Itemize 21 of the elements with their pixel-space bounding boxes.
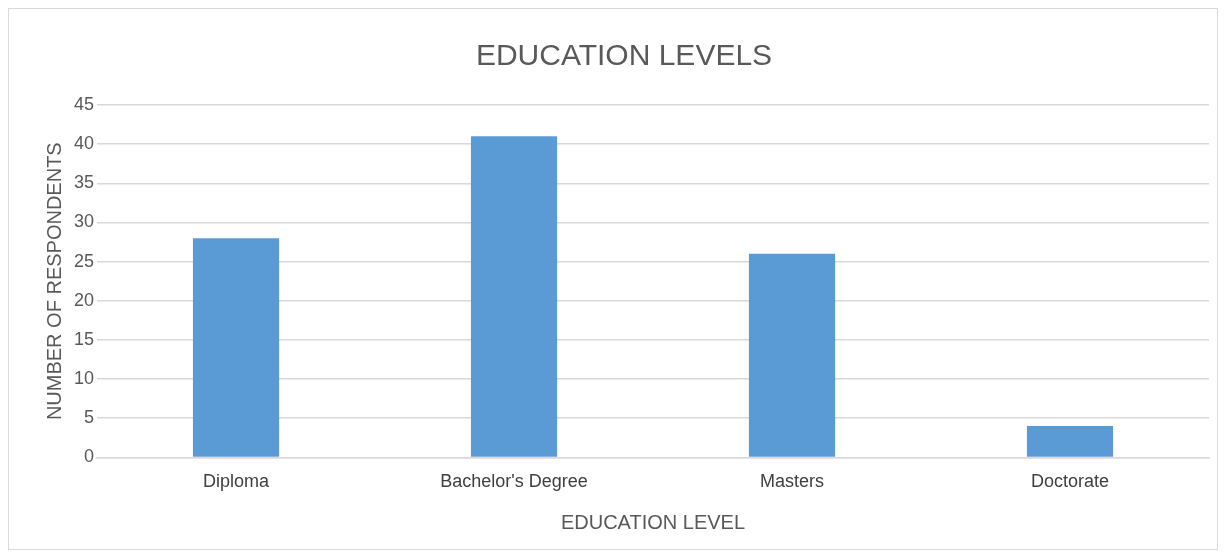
y-tick-label: 45	[73, 93, 95, 114]
bar	[748, 253, 836, 457]
chart-title: EDUCATION LEVELS	[475, 38, 773, 72]
bar	[192, 238, 280, 457]
x-tick-label: Doctorate	[1030, 471, 1110, 492]
bar	[1026, 426, 1114, 457]
y-tick-label: 15	[73, 328, 95, 349]
y-tick-label: 25	[73, 250, 95, 271]
y-tick-label: 40	[73, 133, 95, 154]
y-tick-label: 5	[84, 407, 95, 428]
y-tick-label: 30	[73, 211, 95, 232]
y-axis-title: NUMBER OF RESPONDENTS	[42, 142, 65, 421]
x-tick-label: Diploma	[203, 471, 271, 492]
bar	[470, 136, 558, 457]
x-tick-label: Bachelor's Degree	[440, 471, 588, 492]
y-tick-label: 0	[84, 446, 95, 467]
y-tick-label: 35	[73, 172, 95, 193]
y-tick-label: 10	[73, 368, 95, 389]
x-tick-label: Masters	[760, 471, 825, 492]
x-axis-title: EDUCATION LEVEL	[560, 510, 746, 533]
y-tick-label: 20	[73, 289, 95, 310]
